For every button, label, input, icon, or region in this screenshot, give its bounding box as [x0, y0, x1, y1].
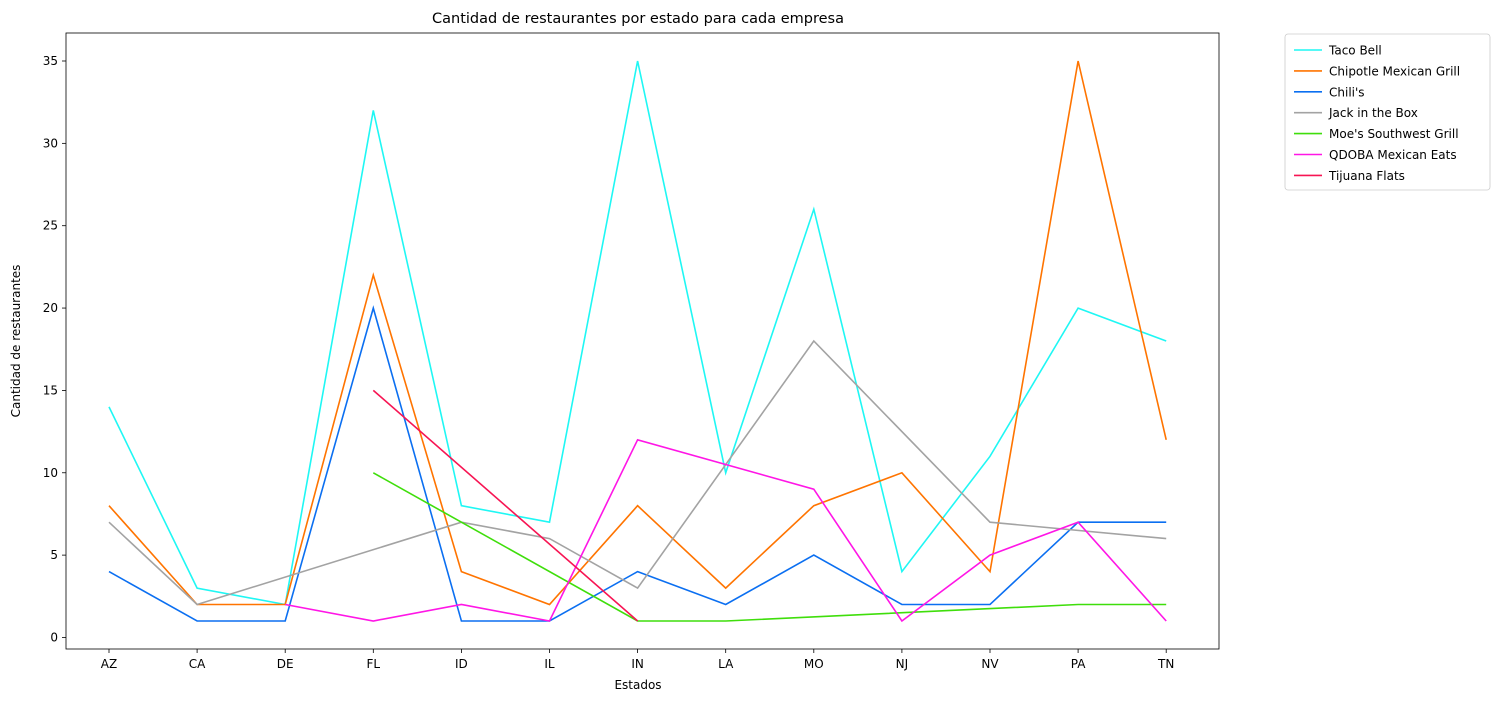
x-tick-label: NV — [981, 657, 999, 671]
series-line-3 — [108, 339, 1167, 606]
x-tick-label: DE — [277, 657, 294, 671]
series-line-0 — [108, 60, 1167, 606]
legend-entry: QDOBA Mexican Eats — [1329, 148, 1457, 162]
series-line-1 — [108, 60, 1167, 606]
y-tick-label: 10 — [43, 466, 58, 480]
y-tick-label: 15 — [43, 383, 58, 397]
x-tick-label: CA — [189, 657, 206, 671]
y-axis: 0 5 10 15 20 25 30 35 — [43, 54, 66, 644]
y-tick-label: 30 — [43, 136, 58, 150]
x-tick-label: NJ — [896, 657, 909, 671]
x-tick-label: IN — [631, 657, 644, 671]
legend-entry: Moe's Southwest Grill — [1329, 127, 1459, 141]
y-tick-label: 0 — [50, 630, 58, 644]
x-tick-label: IL — [544, 657, 555, 671]
x-tick-label: TN — [1157, 657, 1174, 671]
y-tick-label: 5 — [50, 548, 58, 562]
chart-title: Cantidad de restaurantes por estado para… — [432, 11, 844, 27]
x-tick-label: PA — [1071, 657, 1086, 671]
legend: Taco Bell Chipotle Mexican Grill Chili's Ja… — [1284, 33, 1491, 191]
x-tick-label: MO — [804, 657, 824, 671]
plot-area — [65, 32, 1220, 650]
series-line-6 — [372, 389, 639, 622]
y-tick-label: 25 — [43, 219, 58, 233]
legend-entry: Tijuana Flats — [1328, 169, 1405, 183]
legend-entry: Jack in the Box — [1328, 106, 1418, 120]
legend-entry: Taco Bell — [1328, 44, 1382, 58]
y-tick-label: 20 — [43, 301, 58, 315]
legend-entry: Chili's — [1329, 85, 1365, 99]
series-lines — [108, 60, 1167, 623]
x-tick-label: FL — [367, 657, 381, 671]
series-line-4 — [372, 472, 1167, 622]
x-tick-label: ID — [455, 657, 468, 671]
legend-entry: Chipotle Mexican Grill — [1329, 64, 1460, 78]
y-tick-label: 35 — [43, 54, 58, 68]
x-axis: AZ CA DE FL ID IL IN LA MO NJ NV PA TN — [101, 649, 1174, 671]
x-axis-title: Estados — [614, 678, 661, 692]
x-tick-label: AZ — [101, 657, 117, 671]
x-tick-label: LA — [718, 657, 734, 671]
legend-frame — [1284, 33, 1491, 191]
series-line-5 — [285, 438, 1167, 623]
series-line-2 — [108, 305, 1167, 622]
y-axis-title: Cantidad de restaurantes — [9, 265, 23, 418]
